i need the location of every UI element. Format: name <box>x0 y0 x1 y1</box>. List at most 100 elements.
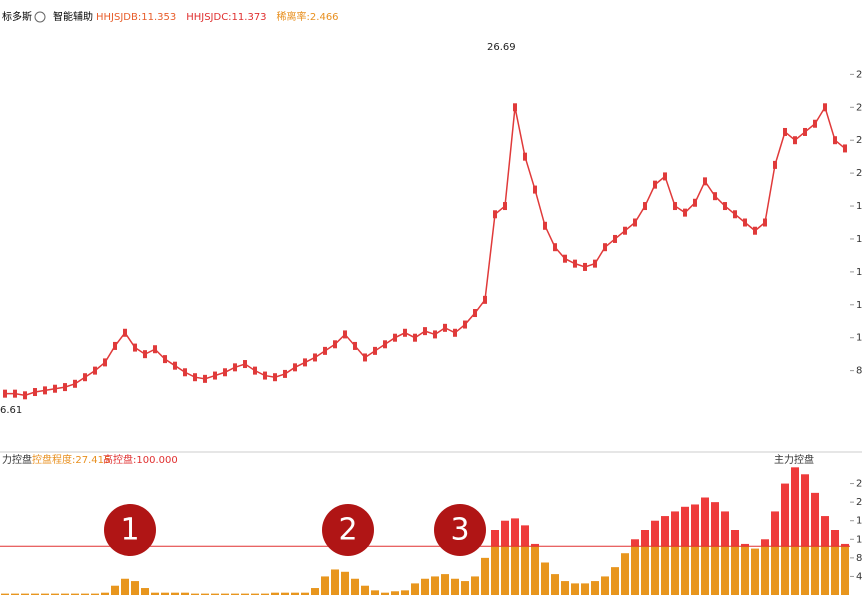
candle <box>143 350 147 359</box>
bar-high <box>631 539 639 547</box>
candle <box>163 355 167 364</box>
bar-low <box>691 546 699 595</box>
bar-low <box>521 546 529 595</box>
bar-low <box>481 557 489 595</box>
bar-low <box>741 546 749 595</box>
candle <box>383 340 387 349</box>
bar-low <box>111 585 119 595</box>
candle <box>493 210 497 219</box>
candle <box>403 328 407 337</box>
bar-low <box>641 546 649 595</box>
candle <box>343 330 347 339</box>
candle <box>413 333 417 342</box>
bar-low <box>761 546 769 595</box>
bar-low <box>491 546 499 595</box>
bar-low <box>81 593 89 595</box>
bar-low <box>531 546 539 595</box>
candle <box>823 103 827 112</box>
candle <box>583 262 587 271</box>
bar-low <box>631 546 639 595</box>
bar-high <box>651 520 659 547</box>
bar-high <box>491 530 499 547</box>
bar-low <box>271 592 279 595</box>
bar-low <box>211 593 219 595</box>
candle <box>63 383 67 392</box>
bar-low <box>231 593 239 595</box>
bar-low <box>91 593 99 595</box>
candle <box>393 333 397 342</box>
marker-circle <box>104 504 156 556</box>
bar-low <box>681 546 689 595</box>
bar-low <box>391 591 399 595</box>
bar-low <box>351 578 359 595</box>
candle <box>553 243 557 252</box>
bar-low <box>601 576 609 595</box>
candle <box>253 366 257 375</box>
candle <box>563 254 567 263</box>
y-tick-label: 24 <box>856 102 862 113</box>
candle <box>643 202 647 211</box>
bar-low <box>331 569 339 595</box>
bar-low <box>731 546 739 595</box>
y-tick-label: 22 <box>856 135 862 146</box>
bar-low <box>151 592 159 595</box>
y-tick-label: 12 <box>856 300 862 311</box>
candle <box>753 226 757 235</box>
bar-low <box>471 576 479 595</box>
y-tick-label: 20 <box>856 168 862 179</box>
candle <box>113 341 117 350</box>
bar-high <box>641 530 649 547</box>
bar-low <box>411 583 419 595</box>
candle <box>83 373 87 382</box>
sub-high: 高控盘:100.000 <box>103 453 178 466</box>
bar-low <box>751 548 759 595</box>
candle <box>783 127 787 136</box>
candle <box>523 152 527 161</box>
candle <box>13 389 17 398</box>
candle <box>23 391 27 400</box>
bar-low <box>701 546 709 595</box>
bar-low <box>441 574 449 595</box>
candle <box>173 361 177 370</box>
candle <box>153 345 157 354</box>
y-tick-label: 8 <box>856 366 862 377</box>
bar-low <box>31 593 39 595</box>
bar-high <box>741 543 749 547</box>
bar-low <box>791 546 799 595</box>
header-item: HHJSJDC:11.373 <box>186 12 266 23</box>
bar-low <box>561 581 569 595</box>
bar-low <box>781 546 789 595</box>
candle <box>223 368 227 377</box>
bar-high <box>711 502 719 547</box>
candle <box>53 384 57 393</box>
bar-high <box>731 530 739 547</box>
candle <box>273 373 277 382</box>
y-tick-label: 18 <box>856 201 862 212</box>
candle <box>353 341 357 350</box>
bar-low <box>581 583 589 595</box>
bar-low <box>461 581 469 595</box>
candle <box>103 358 107 367</box>
candle <box>483 295 487 304</box>
candle <box>423 327 427 336</box>
bar-high <box>801 474 809 547</box>
bar-low <box>141 588 149 595</box>
bar-high <box>761 539 769 547</box>
candle <box>743 218 747 227</box>
candle <box>183 368 187 377</box>
y-tick-label: 10 <box>856 333 862 344</box>
candle <box>73 379 77 388</box>
sub-title: 力控盘 <box>2 453 32 466</box>
candle <box>233 363 237 372</box>
bar-low <box>651 546 659 595</box>
bar-low <box>361 585 369 595</box>
bar-high <box>781 483 789 547</box>
candle <box>703 177 707 186</box>
bar-high <box>671 511 679 547</box>
candle <box>833 136 837 145</box>
dropdown[interactable] <box>34 11 46 23</box>
candle <box>243 360 247 369</box>
assist-label[interactable]: 智能辅助 <box>53 10 93 23</box>
candle <box>443 323 447 332</box>
